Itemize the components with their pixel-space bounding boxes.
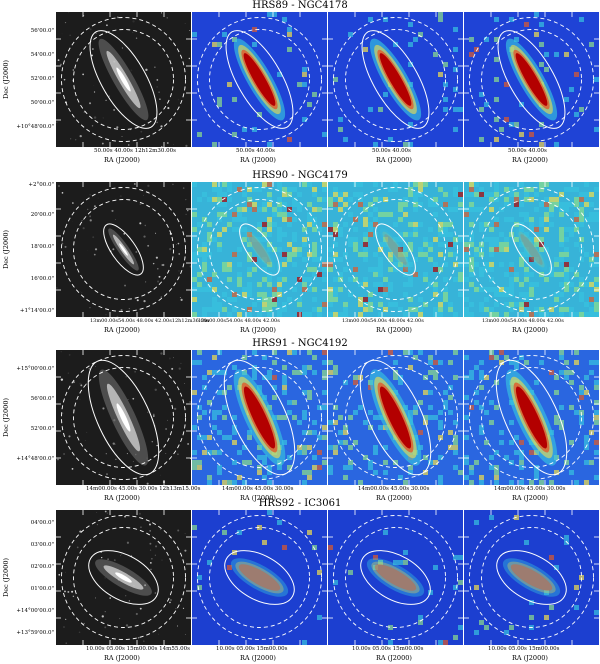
ra-tick-labels: 13m00.00s54.00s 48.00s 42.00s12h12m36.00… [90, 318, 210, 324]
dec-tick: 18'00.0" [30, 244, 54, 250]
galaxy-row-1: HRS89 - NGC4178 Dec (J2000) 56'00.0" 54'… [0, 0, 600, 166]
dec-tick: 04'00.0" [30, 520, 54, 526]
dec-tick: 52'00.0" [30, 426, 54, 432]
dec-tick: 03'00.0" [30, 542, 54, 548]
dec-tick: 16'00.0" [30, 276, 54, 282]
ra-tick-labels: 50.00s 40.00s [372, 148, 411, 154]
ra-tick-labels: 10.00s 05.00s 15m00.00s [216, 646, 288, 652]
band-map-panel [328, 510, 463, 645]
ra-axis-label: RA (J2000) [512, 326, 548, 334]
dec-tick: +13°59'00.0" [16, 630, 54, 636]
ra-axis-label: RA (J2000) [376, 326, 412, 334]
galaxy-row-title: HRS92 - IC3061 [258, 498, 342, 509]
ra-axis-label: RA (J2000) [104, 494, 140, 502]
optical-image-panel [56, 182, 191, 317]
ra-tick-labels: 50.00s 40.00s [236, 148, 275, 154]
dec-tick: 01'00.0" [30, 586, 54, 592]
dec-tick: 02'00.0" [30, 564, 54, 570]
galaxy-row-3: HRS91 - NGC4192 Dec (J2000) +15°00'00.0"… [0, 338, 600, 504]
dec-tick: 54'00.0" [30, 52, 54, 58]
band-map-panel [464, 12, 599, 147]
ra-axis-label: RA (J2000) [104, 326, 140, 334]
ra-tick-labels: 14m00.00s 45.00s 30.00s [222, 486, 294, 492]
dec-tick: +1°14'00.0" [19, 308, 54, 314]
band-map-panel [192, 182, 327, 317]
ra-axis-label: RA (J2000) [240, 326, 276, 334]
dec-tick: 56'00.0" [30, 28, 54, 34]
galaxy-row-title: HRS91 - NGC4192 [252, 338, 348, 349]
galaxy-row-title: HRS89 - NGC4178 [252, 0, 348, 11]
dec-tick: +10°48'00.0" [16, 124, 54, 130]
dec-axis-label: Dec (J2000) [2, 398, 10, 438]
ra-tick-labels: 14m00.00s 45.00s 30.00s [494, 486, 566, 492]
ra-axis-label: RA (J2000) [240, 156, 276, 164]
dec-tick: +14°48'00.0" [16, 456, 54, 462]
dec-tick: 20'00.0" [30, 212, 54, 218]
ra-tick-labels: 14m00.00s 45.00s 30.00s [358, 486, 430, 492]
ra-tick-labels: 10.00s 05.00s 15m00.00s [488, 646, 560, 652]
band-map-panel [464, 350, 599, 485]
ra-axis-label: RA (J2000) [376, 156, 412, 164]
band-map-panel [328, 350, 463, 485]
optical-image-panel [56, 350, 191, 485]
dec-tick: 52'00.0" [30, 76, 54, 82]
ra-axis-label: RA (J2000) [512, 156, 548, 164]
band-map-panel [464, 510, 599, 645]
band-map-panel [328, 12, 463, 147]
ra-tick-labels: 13m00.00s54.00s 48.00s 42.00s [482, 318, 564, 324]
galaxy-row-4: HRS92 - IC3061 Dec (J2000) 04'00.0" 03'0… [0, 498, 600, 664]
ra-tick-labels: 14m00.00s 45.00s 30.00s 12h13m15.00s [86, 486, 201, 492]
galaxy-row-2: HRS90 - NGC4179 Dec (J2000) +2°00.0" 20'… [0, 170, 600, 336]
ra-tick-labels: 10.00s 05.00s 15m00.00s [352, 646, 424, 652]
ra-axis-label: RA (J2000) [104, 156, 140, 164]
ra-axis-label: RA (J2000) [240, 654, 276, 662]
dec-tick: +15°00'00.0" [16, 366, 54, 372]
band-map-panel [192, 350, 327, 485]
band-map-panel [328, 182, 463, 317]
band-map-panel [192, 12, 327, 147]
ra-axis-label: RA (J2000) [376, 654, 412, 662]
ra-axis-label: RA (J2000) [512, 494, 548, 502]
band-map-panel [192, 510, 327, 645]
ra-axis-label: RA (J2000) [104, 654, 140, 662]
ra-axis-label: RA (J2000) [376, 494, 412, 502]
dec-tick: +2°00.0" [28, 182, 54, 188]
optical-image-panel [56, 510, 191, 645]
galaxy-row-title: HRS90 - NGC4179 [252, 170, 348, 181]
ra-tick-labels: 10.00s 05.00s 15m00.00s 14m55.00s [86, 646, 190, 652]
ra-tick-labels: 50.00s 40.00s 12h12m30.00s [94, 148, 176, 154]
dec-tick: 50'00.0" [30, 100, 54, 106]
dec-tick: 56'00.0" [30, 396, 54, 402]
ra-tick-labels: 50.00s 40.00s [508, 148, 547, 154]
optical-image-panel [56, 12, 191, 147]
ra-tick-labels: 13m00.00s54.00s 48.00s 42.00s [198, 318, 280, 324]
ra-axis-label: RA (J2000) [240, 494, 276, 502]
ra-axis-label: RA (J2000) [512, 654, 548, 662]
dec-tick: +14°00'00.0" [16, 608, 54, 614]
band-map-panel [464, 182, 599, 317]
ra-tick-labels: 13m00.00s54.00s 48.00s 42.00s [342, 318, 424, 324]
